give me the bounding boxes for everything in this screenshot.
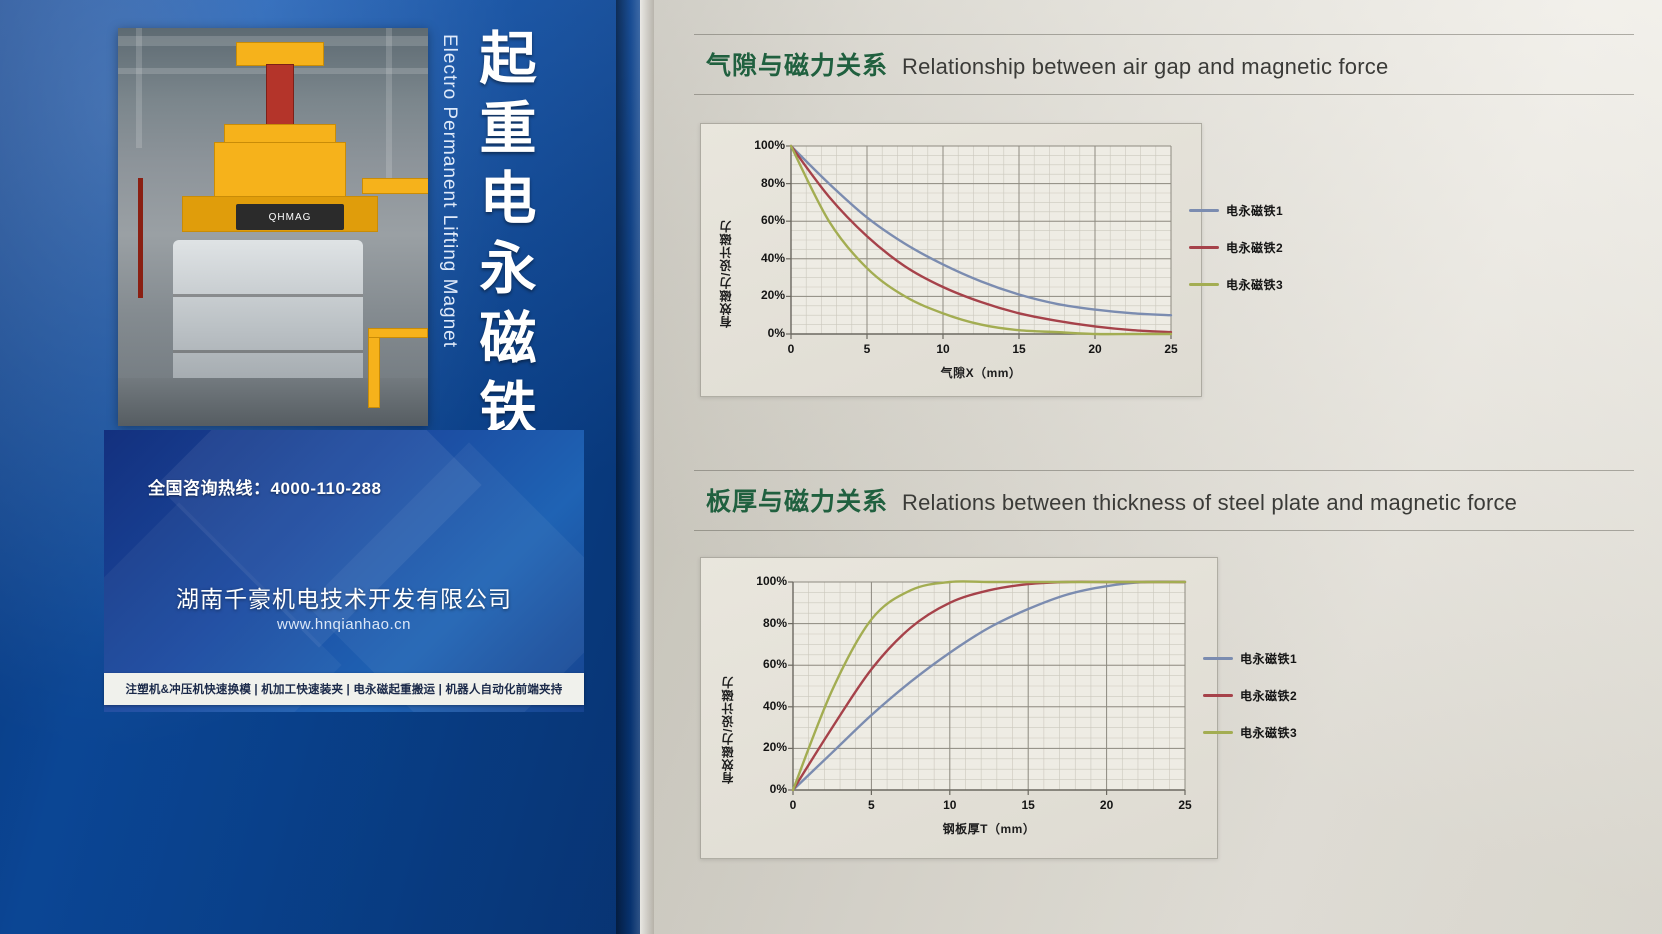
wall-display-panel: 气隙与磁力关系 Relationship between air gap and… bbox=[640, 0, 1662, 934]
plot-area bbox=[786, 144, 1173, 339]
divider-bottom bbox=[694, 94, 1634, 95]
section-heading-en: Relations between thickness of steel pla… bbox=[902, 490, 1518, 515]
legend-swatch-icon bbox=[1189, 283, 1219, 286]
chart-air-gap: 0% 20% 40% 60% 80% 100% 0 5 10 15 20 25 有效磁力/设计磁力气隙X… bbox=[700, 123, 1283, 397]
services-tagline: 注塑机&冲压机快速换模 | 机加工快速装夹 | 电永磁起重搬运 | 机器人自动化… bbox=[104, 673, 584, 705]
legend-label: 电永磁铁1 bbox=[1226, 204, 1284, 218]
legend-item: 电永磁铁2 bbox=[1203, 687, 1297, 704]
company-name: 湖南千豪机电技术开发有限公司 bbox=[176, 586, 512, 612]
legend-item: 电永磁铁3 bbox=[1203, 724, 1297, 741]
x-tick-label: 5 bbox=[863, 342, 871, 356]
x-tick-label: 20 bbox=[1088, 342, 1102, 356]
company-website: www.hnqianhao.cn bbox=[277, 616, 411, 633]
x-tick-label: 15 bbox=[1012, 342, 1026, 356]
plot-area bbox=[788, 580, 1187, 795]
section-heading-cn: 板厚与磁力关系 bbox=[706, 488, 889, 516]
series-line-3 bbox=[789, 144, 1173, 336]
legend-label: 电永磁铁2 bbox=[1240, 689, 1298, 703]
series-line-1 bbox=[789, 144, 1173, 317]
series-line-3 bbox=[791, 580, 1187, 792]
legend-item: 电永磁铁3 bbox=[1189, 276, 1283, 293]
series-line-2 bbox=[789, 144, 1173, 334]
y-tick-label: 20% bbox=[762, 740, 787, 755]
chart-legend: 电永磁铁1 电永磁铁2 电永磁铁3 bbox=[1203, 650, 1297, 761]
y-tick-label: 80% bbox=[762, 615, 787, 630]
y-tick-label: 0% bbox=[767, 326, 785, 340]
chart-plate-thickness: 0% 20% 40% 60% 80% 100% 0 5 10 15 20 25 有效磁力/设计磁力钢板厚… bbox=[700, 557, 1297, 859]
legend-swatch-icon bbox=[1189, 209, 1219, 212]
gridlines-minor bbox=[790, 145, 1172, 335]
section-heading-cn: 气隙与磁力关系 bbox=[706, 52, 889, 80]
y-tick-label: 60% bbox=[760, 213, 785, 228]
x-tick-label: 25 bbox=[1164, 342, 1178, 356]
divider-top bbox=[694, 470, 1634, 471]
x-tick-label: 10 bbox=[943, 798, 957, 812]
legend-swatch-icon bbox=[1203, 731, 1233, 734]
section-heading: 板厚与磁力关系 Relations between thickness of s… bbox=[694, 471, 1634, 530]
y-axis-title: 有效磁力/设计磁力 bbox=[719, 219, 733, 328]
contact-info-panel: 全国咨询热线：4000-110-288 湖南千豪机电技术开发有限公司 www.h… bbox=[104, 430, 584, 712]
legend-item: 电永磁铁2 bbox=[1189, 239, 1283, 256]
y-tick-label: 40% bbox=[760, 250, 785, 265]
x-tick-label: 0 bbox=[787, 342, 795, 356]
legend-swatch-icon bbox=[1189, 246, 1219, 249]
legend-label: 电永磁铁2 bbox=[1226, 241, 1284, 255]
hotline-text: 全国咨询热线：4000-110-288 bbox=[148, 479, 382, 498]
x-axis-title: 气隙X（mm） bbox=[940, 366, 1022, 380]
page-edge-shadow bbox=[616, 0, 640, 934]
x-tick-label: 10 bbox=[936, 342, 950, 356]
section-heading: 气隙与磁力关系 Relationship between air gap and… bbox=[694, 35, 1634, 94]
section-heading-en: Relationship between air gap and magneti… bbox=[902, 54, 1389, 79]
gridlines-minor bbox=[792, 581, 1186, 791]
divider-top bbox=[694, 34, 1634, 35]
panel-seam bbox=[640, 0, 654, 934]
section-air-gap: 气隙与磁力关系 Relationship between air gap and… bbox=[694, 34, 1634, 397]
photo-brand-logo: QHMAG bbox=[236, 204, 344, 230]
product-photo: QHMAG bbox=[118, 28, 428, 426]
y-tick-label: 40% bbox=[762, 698, 787, 713]
x-axis-title: 钢板厚T（mm） bbox=[942, 822, 1036, 836]
y-tick-label: 100% bbox=[756, 574, 787, 588]
y-tick-label: 80% bbox=[760, 175, 785, 190]
x-tick-label: 5 bbox=[868, 798, 875, 812]
y-tick-label: 0% bbox=[769, 782, 787, 796]
divider-bottom bbox=[694, 530, 1634, 531]
legend-swatch-icon bbox=[1203, 694, 1233, 697]
x-tick-label: 20 bbox=[1099, 798, 1114, 812]
series-line-1 bbox=[791, 580, 1187, 792]
legend-swatch-icon bbox=[1203, 657, 1233, 660]
legend-item: 电永磁铁1 bbox=[1189, 202, 1283, 219]
legend-label: 电永磁铁1 bbox=[1240, 652, 1298, 666]
y-axis-title: 有效磁力/设计磁力 bbox=[721, 675, 735, 784]
y-tick-label: 100% bbox=[754, 138, 785, 152]
x-tick-label: 25 bbox=[1178, 798, 1192, 812]
poster-title-chinese: 起重电永磁铁 bbox=[479, 27, 539, 441]
x-tick-label: 0 bbox=[789, 798, 797, 812]
chart-legend: 电永磁铁1 电永磁铁2 电永磁铁3 bbox=[1189, 202, 1283, 313]
legend-label: 电永磁铁3 bbox=[1240, 726, 1298, 740]
product-brochure-panel: QHMAG Electro Permanent Lifting Magnet 起… bbox=[0, 0, 640, 934]
poster-title-english: Electro Permanent Lifting Magnet bbox=[439, 34, 460, 348]
legend-label: 电永磁铁3 bbox=[1226, 278, 1284, 292]
x-tick-label: 15 bbox=[1021, 798, 1035, 812]
y-tick-label: 60% bbox=[762, 657, 787, 672]
section-plate-thickness: 板厚与磁力关系 Relations between thickness of s… bbox=[694, 470, 1634, 859]
y-tick-label: 20% bbox=[760, 288, 785, 303]
legend-item: 电永磁铁1 bbox=[1203, 650, 1297, 667]
